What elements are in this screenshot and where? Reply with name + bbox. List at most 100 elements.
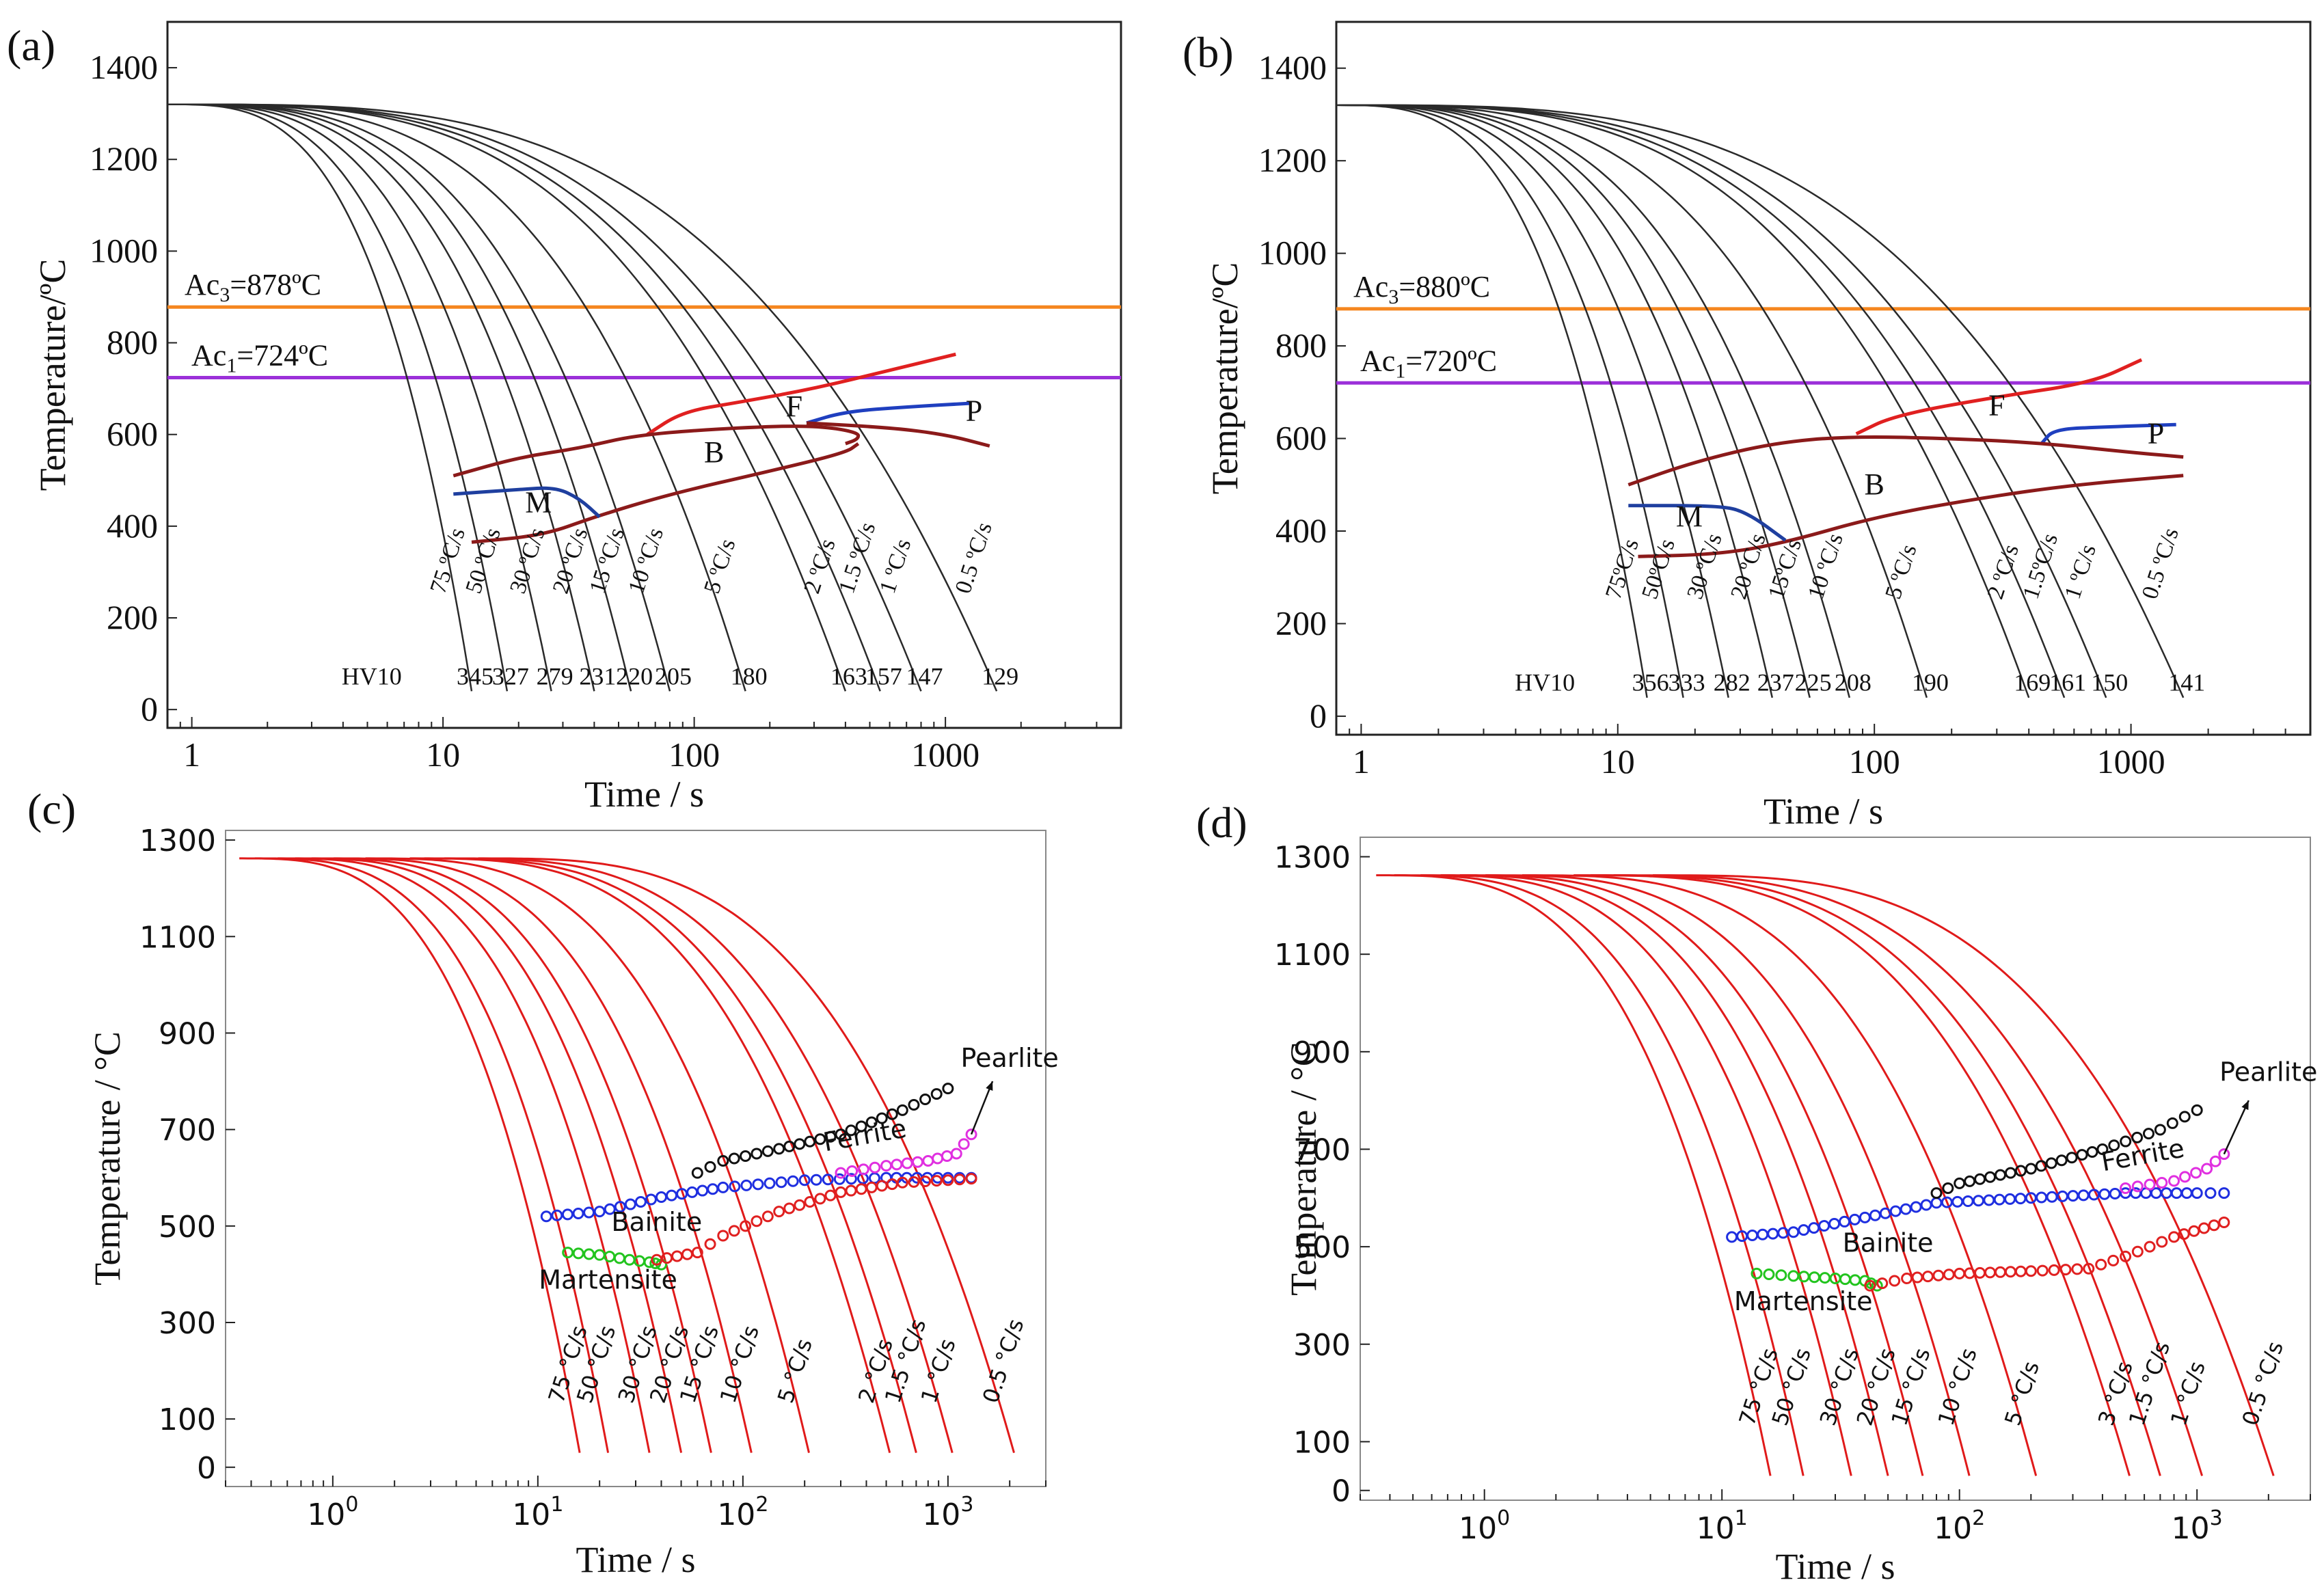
bainite-point: [2218, 1187, 2230, 1199]
martensite-point: [1849, 1274, 1861, 1286]
bainite-point: [2191, 1187, 2203, 1199]
cooling-rate-label: 1 ºC/s: [2060, 541, 2101, 602]
bainite-point: [2046, 1191, 2058, 1203]
panel-letter: (a): [7, 21, 55, 70]
pearlite-point: [1930, 1187, 1943, 1199]
pearlite-point: [804, 1135, 816, 1148]
bainite-finish-point: [1864, 1279, 1876, 1292]
y-tick-label: 100: [159, 1402, 216, 1437]
bainite-finish-point: [717, 1230, 729, 1242]
bainite-point: [561, 1208, 573, 1221]
martensite-point: [593, 1249, 606, 1261]
bainite-finish-point: [2025, 1265, 2037, 1277]
bainite-point: [2160, 1187, 2172, 1199]
cooling-rate-label: 30 ºC/s: [1682, 530, 1727, 602]
bainite-point: [1818, 1220, 1830, 1232]
ferrite-point: [891, 1158, 903, 1171]
bainite-finish-point: [908, 1176, 920, 1188]
cooling-curve: [174, 103, 595, 692]
ferrite-start-line: [646, 352, 956, 436]
x-tick-label: 100: [1849, 742, 1900, 781]
bainite-point: [1839, 1215, 1851, 1227]
y-axis-label: Temperature / °C: [1283, 1042, 1324, 1296]
plot-area: [1336, 104, 2310, 698]
cooling-curve: [1613, 874, 2204, 1476]
bainite-point: [729, 1180, 741, 1193]
bainite-finish-point: [835, 1186, 847, 1198]
cooling-curve: [239, 857, 581, 1453]
bainite-point: [2014, 1193, 2027, 1205]
x-axis-label: Time / s: [576, 1539, 695, 1580]
bainite-point: [1889, 1205, 1902, 1217]
ferrite-point: [932, 1152, 944, 1165]
bainite-finish-point: [919, 1176, 932, 1188]
x-tick-label: 101: [1697, 1506, 1748, 1546]
pearlite-arrow: [2223, 1100, 2249, 1155]
pearlite-point: [2066, 1152, 2078, 1164]
pearlite-point: [930, 1088, 943, 1100]
bainite-point: [1993, 1193, 2005, 1206]
cooling-curve: [1653, 874, 2275, 1476]
plot-area: [1376, 874, 2275, 1476]
bainite-point: [593, 1206, 606, 1218]
pearlite-point: [1964, 1175, 1976, 1187]
ferrite-point: [857, 1163, 869, 1176]
martensite-point: [572, 1247, 584, 1260]
bainite-point: [707, 1183, 719, 1195]
pearlite-point: [2131, 1131, 2144, 1143]
bainite-point: [2150, 1187, 2162, 1199]
y-tick-label: 300: [159, 1306, 216, 1341]
plot-frame: [1335, 21, 2312, 736]
bainite-finish-point: [804, 1196, 816, 1208]
bainite-finish-point: [865, 1181, 878, 1193]
bainite-point: [2204, 1187, 2217, 1199]
pearlite-point: [740, 1150, 752, 1162]
plot-area: [239, 857, 1015, 1454]
cooling-curve: [1522, 874, 2038, 1476]
bainite-point: [604, 1203, 616, 1215]
y-tick-label: 700: [1293, 1132, 1351, 1167]
bainite-finish-line: [471, 442, 860, 544]
pearlite-point: [855, 1120, 867, 1132]
hardness-value: 150: [2091, 669, 2128, 696]
cooling-curve: [1347, 104, 1851, 698]
x-tick-label: 1: [1353, 742, 1370, 781]
ac3-label: Ac3=880ºC: [1353, 270, 1490, 308]
pearlite-point: [942, 1083, 954, 1095]
y-tick-label: 0: [197, 1451, 216, 1486]
x-tick-label: 102: [717, 1493, 768, 1532]
hardness-heading: HV10: [1515, 669, 1575, 696]
x-tick-label: 100: [1459, 1506, 1510, 1546]
cooling-rate-label: 0.5 ºC/s: [951, 519, 997, 597]
x-axis-label: Time / s: [584, 774, 704, 815]
bainite-point: [1787, 1226, 1800, 1238]
cooling-curve: [1345, 104, 1811, 698]
bainite-finish-point: [1984, 1266, 1997, 1279]
pearlite-point: [728, 1152, 740, 1165]
ferrite-point: [2190, 1167, 2202, 1179]
pearlite-start-line: [2040, 422, 2176, 444]
hardness-value: 208: [1835, 669, 1872, 696]
hardness-value: 333: [1668, 669, 1705, 696]
pearlite-arrow-head: [986, 1081, 993, 1091]
bainite-point: [666, 1189, 678, 1202]
bainite-finish-point: [2036, 1264, 2049, 1277]
phase-label-ferrite: Ferrite: [2099, 1133, 2187, 1178]
y-tick-label: 1000: [1258, 234, 1327, 272]
bainite-finish-point: [2156, 1236, 2168, 1248]
bainite-point: [1972, 1195, 1984, 1207]
pearlite-point: [908, 1098, 920, 1111]
pearlite-point: [896, 1104, 908, 1116]
phase-label-bainite: Bainite: [611, 1207, 702, 1237]
bainite-finish-point: [773, 1206, 785, 1218]
hardness-value: 345: [457, 662, 494, 690]
ferrite-point: [846, 1165, 859, 1178]
y-tick-label: 1400: [1258, 49, 1327, 87]
pearlite-start-line: [806, 401, 970, 425]
bainite-point: [869, 1172, 880, 1184]
cooling-rate-label: 2 ºC/s: [1983, 541, 2024, 602]
cooling-curve: [167, 103, 473, 692]
bainite-finish-point: [954, 1174, 966, 1186]
bainite-point: [1962, 1195, 1974, 1208]
